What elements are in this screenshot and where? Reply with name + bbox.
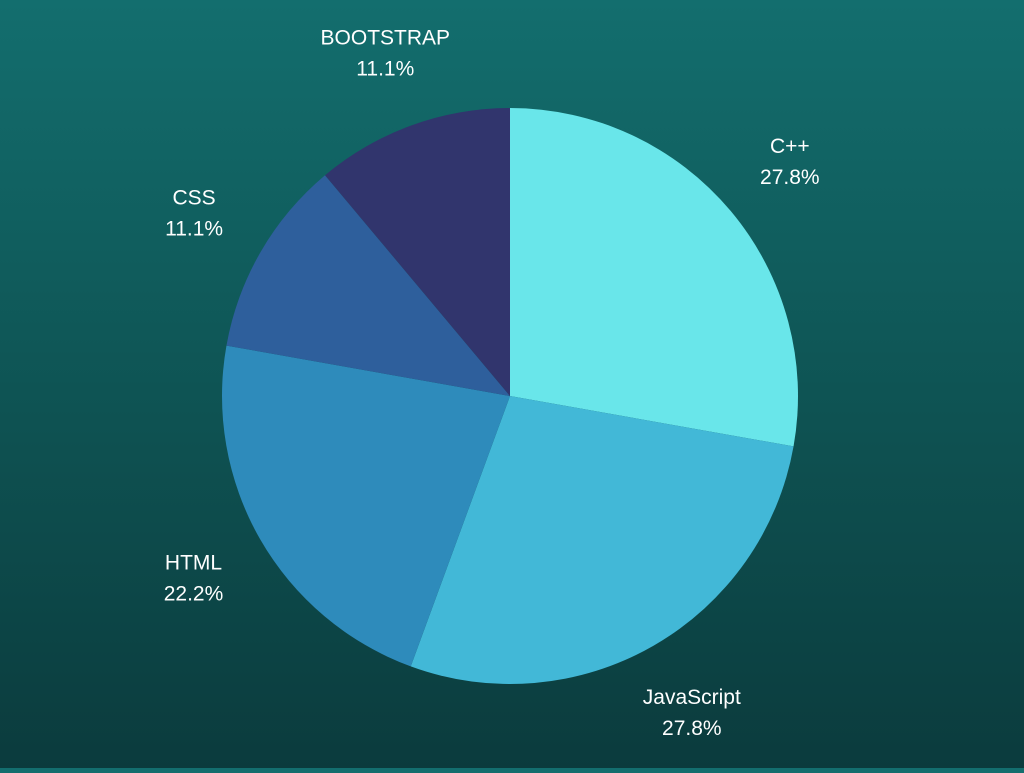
slice-value-label-css: 11.1% — [165, 218, 223, 241]
slice-value-label-javascript: 27.8% — [662, 717, 722, 740]
slice-label-html: HTML — [165, 551, 222, 574]
labels-layer: C++ 27.8% JavaScript 27.8% HTML 22.2% CSS 11.1%… — [164, 27, 820, 741]
slice-value-label-cplusplus: 27.8% — [760, 166, 820, 189]
pie-slice-css — [226, 175, 510, 396]
pie-slice-bootstrap — [325, 108, 510, 396]
slice-label-bootstrap: BOOTSTRAP — [321, 27, 451, 50]
slice-value-label-html: 22.2% — [164, 582, 224, 605]
pie-slice-javascript — [410, 396, 794, 685]
slice-label-javascript: JavaScript — [643, 686, 741, 709]
slice-label-css: CSS — [173, 187, 216, 210]
slice-label-cplusplus: C++ — [770, 135, 810, 158]
slices-layer — [222, 108, 798, 685]
pie-slice-html — [222, 345, 510, 667]
pie-slice-cplusplus — [510, 108, 798, 447]
slice-value-label-bootstrap: 11.1% — [356, 58, 414, 81]
